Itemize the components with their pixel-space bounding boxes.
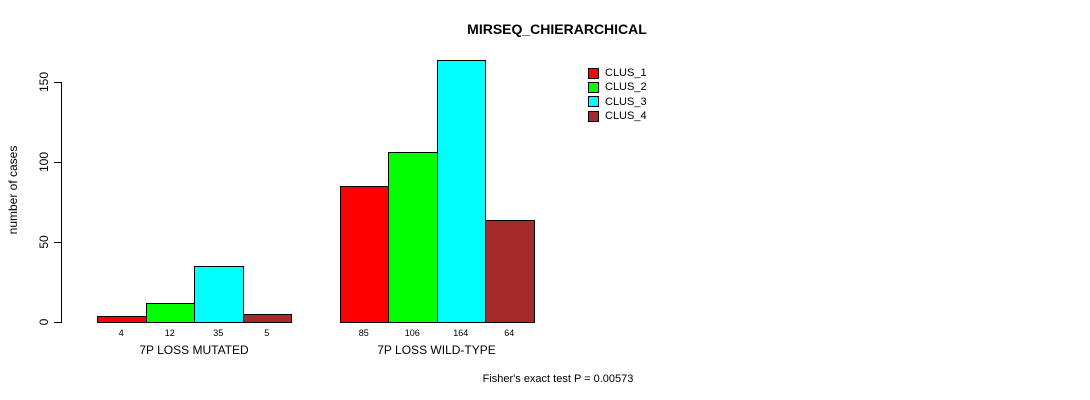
x-category-label: 7P LOSS WILD-TYPE xyxy=(377,343,496,357)
chart-title: MIRSEQ_CHIERARCHICAL xyxy=(467,21,647,37)
annotation-text: Fisher's exact test P = 0.00573 xyxy=(482,373,634,385)
legend-swatch-clus_3 xyxy=(588,96,599,108)
bar-value-label: 5 xyxy=(264,328,270,338)
y-axis-tick xyxy=(54,82,61,83)
bar-value-label: 35 xyxy=(213,328,224,338)
bar-clus_4-1 xyxy=(242,314,292,323)
x-category-label: 7P LOSS MUTATED xyxy=(139,343,249,357)
bar-value-label: 85 xyxy=(358,328,369,338)
y-tick-label: 150 xyxy=(37,71,51,93)
bar-clus_2-2 xyxy=(388,152,438,323)
y-axis-tick xyxy=(54,322,61,323)
bar-value-label: 106 xyxy=(404,328,420,338)
legend: CLUS_1 CLUS_2 CLUS_3 CLUS_4 xyxy=(588,66,647,123)
bar-value-label: 164 xyxy=(453,328,469,338)
legend-item: CLUS_4 xyxy=(588,109,647,123)
y-tick-label: 0 xyxy=(37,318,51,326)
y-axis-tick xyxy=(54,162,61,163)
y-axis-title: number of cases xyxy=(6,145,20,235)
bar-clus_1-1 xyxy=(97,315,147,323)
bar-clus_1-2 xyxy=(339,186,389,323)
y-tick-label: 50 xyxy=(37,235,51,249)
bar-clus_4-2 xyxy=(485,219,535,323)
legend-label: CLUS_2 xyxy=(605,81,647,94)
legend-swatch-clus_1 xyxy=(588,67,599,79)
bar-value-label: 4 xyxy=(118,328,124,338)
bar-clus_2-1 xyxy=(145,302,195,323)
y-axis-tick xyxy=(54,242,61,243)
legend-label: CLUS_4 xyxy=(605,110,647,123)
legend-swatch-clus_2 xyxy=(588,81,599,93)
legend-item: CLUS_2 xyxy=(588,80,647,94)
y-tick-label: 100 xyxy=(37,151,51,173)
legend-swatch-clus_4 xyxy=(588,110,599,122)
bar-value-label: 64 xyxy=(504,328,515,338)
legend-label: CLUS_3 xyxy=(605,95,647,108)
y-axis-line xyxy=(61,82,62,323)
legend-item: CLUS_1 xyxy=(588,66,647,80)
bar-clus_3-1 xyxy=(194,266,244,323)
legend-label: CLUS_1 xyxy=(605,67,647,80)
legend-item: CLUS_3 xyxy=(588,95,647,109)
bar-clus_3-2 xyxy=(436,59,486,323)
bar-value-label: 12 xyxy=(164,328,175,338)
